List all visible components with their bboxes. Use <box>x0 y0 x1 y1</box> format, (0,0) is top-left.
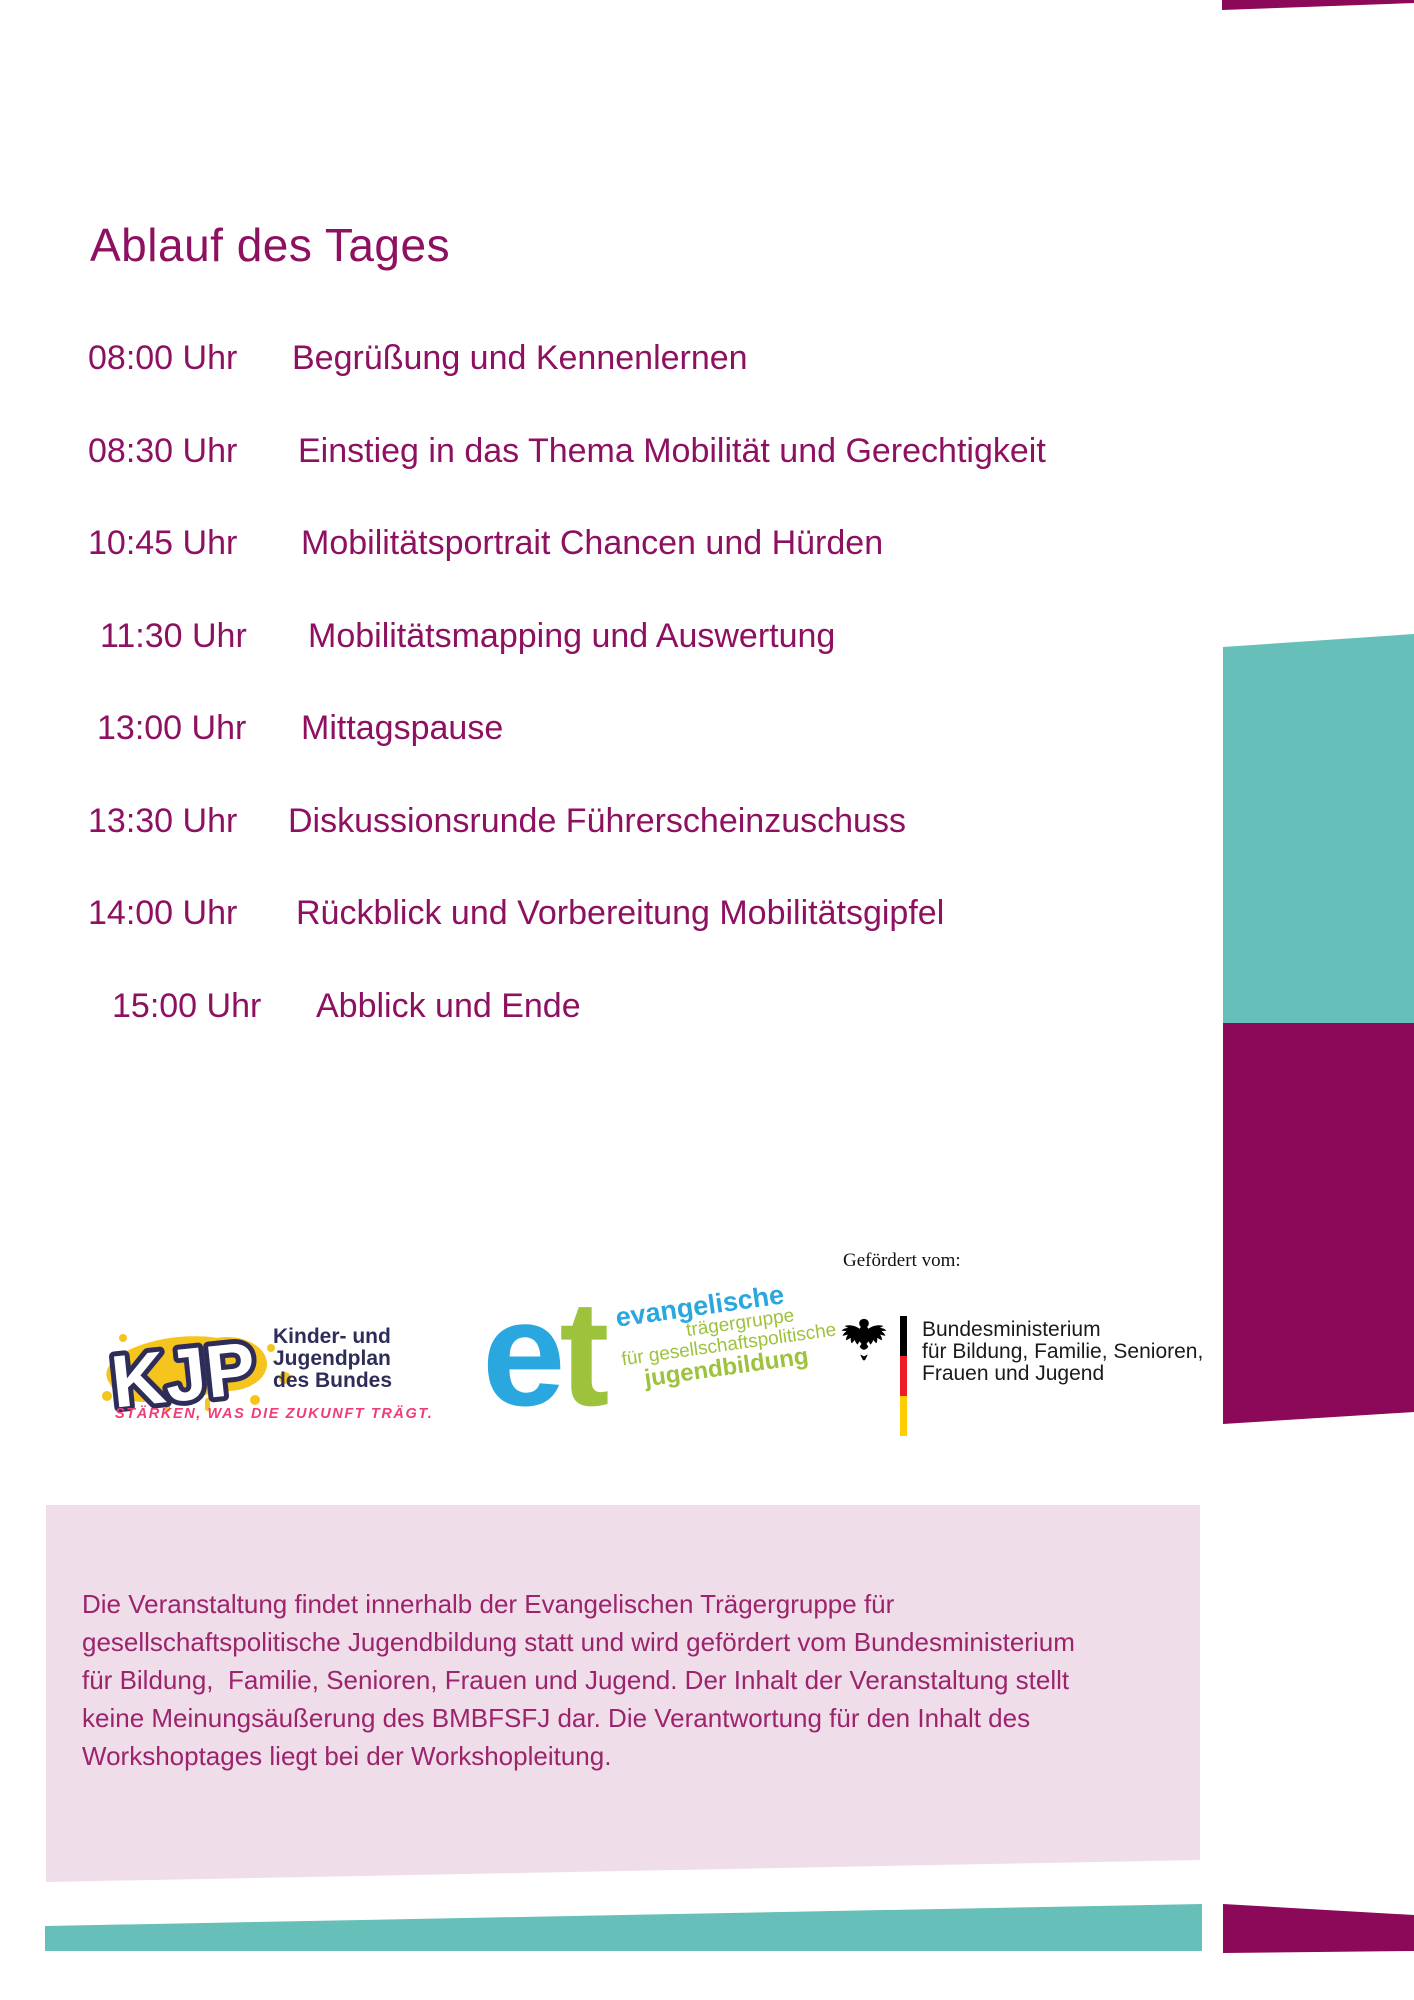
schedule-topic: Mittagspause <box>301 709 504 747</box>
et-logo: et evangelische trägergruppe für gesells… <box>478 1278 838 1435</box>
schedule-topic: Diskussionsrunde Führerscheinzuschuss <box>288 802 906 840</box>
kjp-name-line3: des Bundes <box>273 1369 393 1392</box>
disclaimer-line: für Bildung, Familie, Senioren, Frauen u… <box>82 1665 1070 1695</box>
paint-splash-graphic <box>102 1334 291 1412</box>
disclaimer-line: keine Meinungsäußerung des BMBFSFJ dar. … <box>82 1703 1031 1733</box>
disclaimer-panel <box>46 1505 1200 1882</box>
kjp-name-line2: Jugendplan <box>273 1347 391 1370</box>
schedule-row: 11:30 Uhr Mobilitätsmapping und Auswertu… <box>88 617 835 656</box>
ministry-name: Bundesministerium für Bildung, Familie, … <box>922 1319 1203 1436</box>
schedule-time: 13:30 Uhr <box>88 802 238 840</box>
schedule-row: 13:30 Uhr Diskussionsrunde Führerscheinz… <box>88 802 906 841</box>
schedule-row: 13:00 Uhr Mittagspause <box>88 709 503 748</box>
ministry-block: Gefördert vom: Bundesministerium für Bil… <box>838 1250 1218 1450</box>
decor-bottom-right-magenta <box>1223 1904 1414 1953</box>
ministry-name-line3: Frauen und Jugend <box>922 1362 1105 1385</box>
ministry-name-line1: Bundesministerium <box>922 1318 1101 1341</box>
flag-gold-segment <box>900 1396 907 1436</box>
schedule-topic: Einstieg in das Thema Mobilität und Gere… <box>298 432 1046 470</box>
german-flag-bar <box>900 1316 907 1436</box>
kjp-acronym: KJP <box>107 1326 259 1424</box>
schedule-topic: Rückblick und Vorbereitung Mobilitätsgip… <box>296 894 945 932</box>
schedule-time: 08:30 Uhr <box>88 432 238 470</box>
schedule-time: 15:00 Uhr <box>112 987 262 1025</box>
schedule-row: 14:00 Uhr Rückblick und Vorbereitung Mob… <box>88 894 944 933</box>
decor-right-teal-block <box>1223 634 1414 1023</box>
disclaimer-line: Workshoptages liegt bei der Workshopleit… <box>82 1741 612 1771</box>
schedule-row: 15:00 Uhr Abblick und Ende <box>88 987 581 1026</box>
bmfsfj-logo: Bundesministerium für Bildung, Familie, … <box>838 1316 1203 1436</box>
kjp-name-line1: Kinder- und <box>273 1325 391 1348</box>
kjp-name: Kinder- und Jugendplan des Bundes <box>273 1326 392 1392</box>
schedule-time: 11:30 Uhr <box>100 617 247 655</box>
schedule-row: 10:45 Uhr Mobilitätsportrait Chancen und… <box>88 524 883 563</box>
kjp-logo-graphic: KJP <box>102 1321 291 1428</box>
funding-label: Gefördert vom: <box>843 1250 961 1271</box>
decor-top-right-wedge <box>1222 0 1414 10</box>
kjp-tagline: STÄRKEN, WAS DIE ZUKUNFT TRÄGT. <box>115 1406 434 1422</box>
flag-red-segment <box>900 1356 907 1396</box>
schedule-topic: Begrüßung und Kennenlernen <box>292 339 748 377</box>
disclaimer-line: gesellschaftspolitische Jugendbildung st… <box>82 1627 1075 1657</box>
kjp-logo: KJP Kinder- und Jugendplan des Bundes ST… <box>95 1316 435 1436</box>
et-letter-e: e <box>482 1269 565 1437</box>
disclaimer-line: Die Veranstaltung findet innerhalb der E… <box>82 1589 895 1619</box>
schedule-topic: Abblick und Ende <box>316 987 581 1025</box>
schedule-time: 14:00 Uhr <box>88 894 238 932</box>
schedule-row: 08:00 Uhr Begrüßung und Kennenlernen <box>88 339 748 378</box>
schedule-time: 08:00 Uhr <box>88 339 238 377</box>
schedule-time: 10:45 Uhr <box>88 524 238 562</box>
ministry-name-line2: für Bildung, Familie, Senioren, <box>922 1340 1204 1363</box>
schedule-row: 08:30 Uhr Einstieg in das Thema Mobilitä… <box>88 432 1046 471</box>
page-title: Ablauf des Tages <box>90 219 451 271</box>
decor-right-magenta-block <box>1223 1023 1414 1424</box>
et-wordmark: et <box>482 1278 609 1428</box>
disclaimer-text: Die Veranstaltung findet innerhalb der E… <box>82 1585 1075 1775</box>
schedule-topic: Mobilitätsportrait Chancen und Hürden <box>301 524 884 562</box>
schedule-time: 13:00 Uhr <box>97 709 247 747</box>
flag-black-segment <box>900 1316 907 1356</box>
decor-bottom-teal-bar <box>45 1904 1202 1951</box>
schedule-topic: Mobilitätsmapping und Auswertung <box>308 617 836 655</box>
et-letter-t: t <box>559 1269 609 1437</box>
federal-eagle-icon <box>841 1318 887 1361</box>
